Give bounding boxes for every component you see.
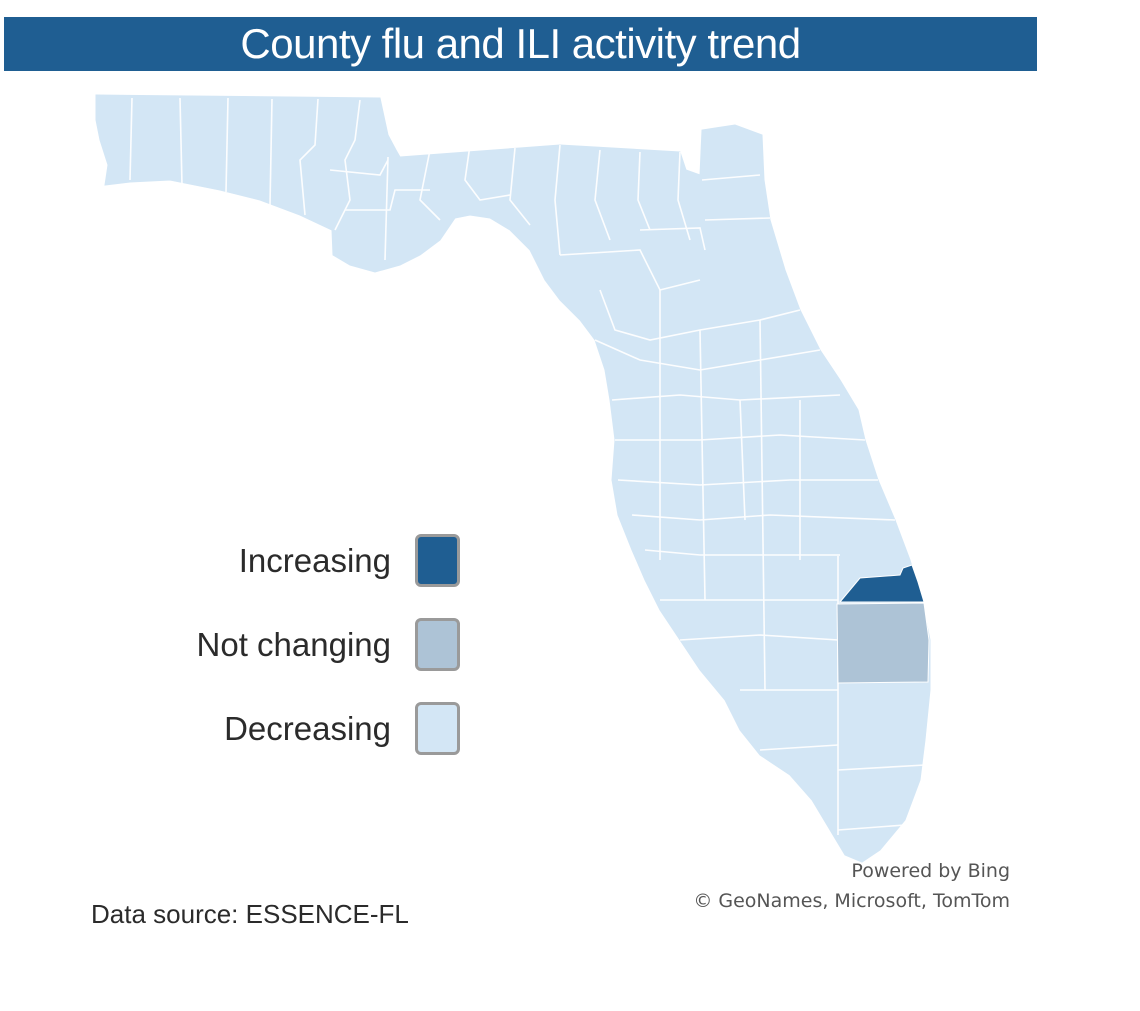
map-attribution: Powered by Bing © GeoNames, Microsoft, T… <box>693 856 1010 916</box>
county-borders <box>129 97 926 835</box>
florida-state-shape <box>95 94 931 863</box>
chart-title: County flu and ILI activity trend <box>4 17 1037 71</box>
legend-swatch-increasing <box>415 534 460 587</box>
legend-item-decreasing: Decreasing <box>224 702 460 755</box>
legend-swatch-decreasing <box>415 702 460 755</box>
legend-swatch-not-changing <box>415 618 460 671</box>
county-increasing[interactable] <box>838 564 925 603</box>
legend-label: Not changing <box>196 625 391 663</box>
county-not-changing[interactable] <box>836 602 930 684</box>
legend-item-not-changing: Not changing <box>197 618 460 671</box>
legend-label: Decreasing <box>224 709 391 747</box>
data-source: Data source: ESSENCE-FL <box>91 899 409 929</box>
powered-by-text: Powered by Bing <box>851 860 1010 882</box>
legend-label: Increasing <box>238 541 391 579</box>
legend-item-increasing: Increasing <box>239 534 460 587</box>
copyright-text: © GeoNames, Microsoft, TomTom <box>693 890 1010 912</box>
